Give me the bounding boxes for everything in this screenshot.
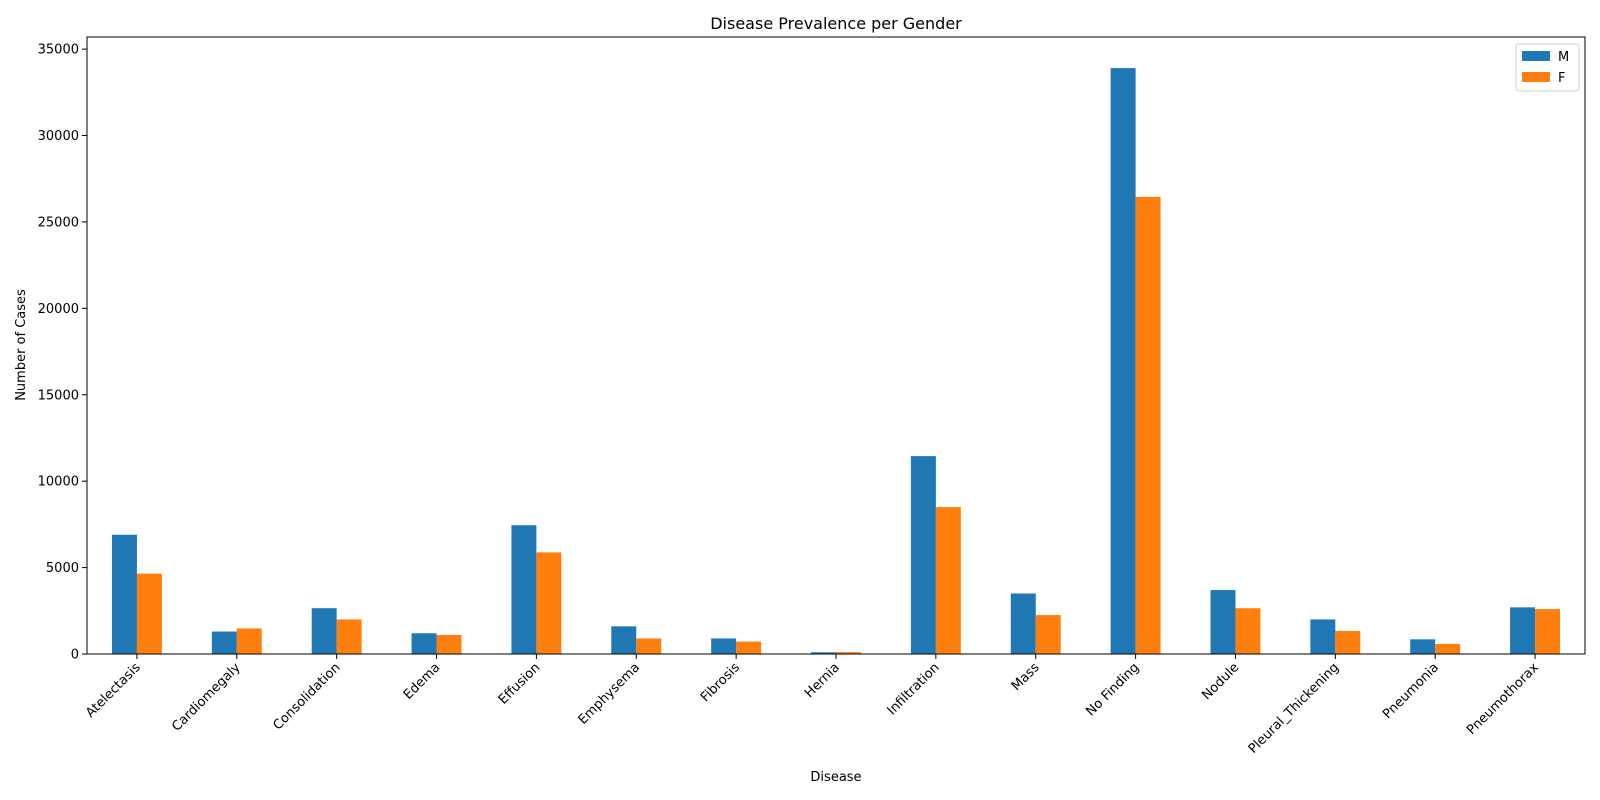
bar-f-pneumothorax bbox=[1535, 609, 1561, 654]
bar-m-pneumothorax bbox=[1510, 607, 1536, 654]
bar-f-fibrosis bbox=[736, 641, 762, 654]
bars-layer bbox=[111, 68, 1561, 654]
x-axis-label: Disease bbox=[810, 770, 861, 785]
bar-f-emphysema bbox=[636, 638, 662, 654]
bar-f-atelectasis bbox=[136, 573, 162, 654]
bar-m-fibrosis bbox=[711, 638, 737, 654]
x-tick-label-fibrosis: Fibrosis bbox=[698, 660, 743, 705]
y-tick-label: 15000 bbox=[38, 388, 79, 403]
x-tick-label-atelectasis: Atelectasis bbox=[83, 660, 144, 721]
x-tick-label-pneumonia: Pneumonia bbox=[1380, 660, 1442, 722]
x-tick-label-no-finding: No Finding bbox=[1083, 660, 1142, 719]
bar-m-pneumonia bbox=[1410, 639, 1436, 654]
chart-title: Disease Prevalence per Gender bbox=[710, 14, 962, 33]
x-tick-label-mass: Mass bbox=[1009, 660, 1043, 694]
plot-frame bbox=[86, 36, 1586, 655]
bar-f-no-finding bbox=[1135, 196, 1161, 654]
bar-f-consolidation bbox=[336, 619, 362, 654]
legend-swatch-m bbox=[1522, 51, 1550, 61]
bar-m-pleural-thickening bbox=[1310, 619, 1336, 654]
x-tick-label-effusion: Effusion bbox=[496, 660, 543, 707]
bar-f-pleural-thickening bbox=[1335, 631, 1361, 654]
bar-m-nodule bbox=[1210, 590, 1236, 654]
bar-f-pneumonia bbox=[1435, 643, 1461, 654]
bar-m-atelectasis bbox=[111, 534, 137, 654]
bar-f-nodule bbox=[1235, 608, 1261, 654]
x-tick-label-hernia: Hernia bbox=[802, 660, 843, 701]
y-tick-label: 20000 bbox=[38, 302, 79, 317]
bar-m-cardiomegaly bbox=[211, 631, 237, 654]
legend: M F bbox=[1515, 43, 1580, 92]
x-tick-label-cardiomegaly: Cardiomegaly bbox=[169, 660, 244, 735]
x-axis: Atelectasis Cardiomegaly Consolidation Edem… bbox=[83, 654, 1542, 757]
x-tick-label-pleural-thickening: Pleural_Thickening bbox=[1246, 660, 1342, 756]
bar-m-effusion bbox=[511, 525, 537, 654]
y-axis: 0 5000 10000 15000 20000 25000 30000 35000 bbox=[38, 43, 87, 663]
legend-label-f: F bbox=[1558, 71, 1565, 86]
bar-f-infiltration bbox=[935, 507, 961, 654]
legend-label-m: M bbox=[1558, 50, 1569, 65]
x-tick-label-consolidation: Consolidation bbox=[270, 660, 343, 733]
x-tick-label-edema: Edema bbox=[401, 660, 443, 702]
bar-m-emphysema bbox=[611, 626, 637, 654]
bar-m-edema bbox=[411, 633, 437, 654]
bar-f-edema bbox=[436, 634, 462, 654]
y-tick-label: 25000 bbox=[38, 215, 79, 230]
legend-swatch-f bbox=[1522, 72, 1550, 82]
y-tick-label: 0 bbox=[71, 648, 79, 663]
bar-m-no-finding bbox=[1110, 68, 1136, 654]
bar-m-hernia bbox=[811, 652, 836, 654]
bar-m-infiltration bbox=[910, 456, 936, 654]
x-tick-label-infiltration: Infiltration bbox=[885, 660, 943, 718]
y-tick-label: 10000 bbox=[38, 475, 79, 490]
x-tick-label-pneumothorax: Pneumothorax bbox=[1464, 660, 1542, 738]
y-tick-label: 30000 bbox=[38, 129, 79, 144]
bar-f-effusion bbox=[536, 552, 562, 654]
y-tick-label: 35000 bbox=[38, 43, 79, 58]
bar-m-consolidation bbox=[311, 608, 337, 654]
y-axis-label: Number of Cases bbox=[14, 289, 29, 401]
x-tick-label-emphysema: Emphysema bbox=[576, 660, 644, 728]
bar-m-mass bbox=[1010, 593, 1036, 654]
bar-f-mass bbox=[1035, 615, 1061, 654]
bar-f-cardiomegaly bbox=[236, 628, 262, 654]
bar-f-hernia bbox=[836, 652, 861, 654]
x-tick-label-nodule: Nodule bbox=[1199, 660, 1242, 703]
y-tick-label: 5000 bbox=[46, 561, 79, 576]
